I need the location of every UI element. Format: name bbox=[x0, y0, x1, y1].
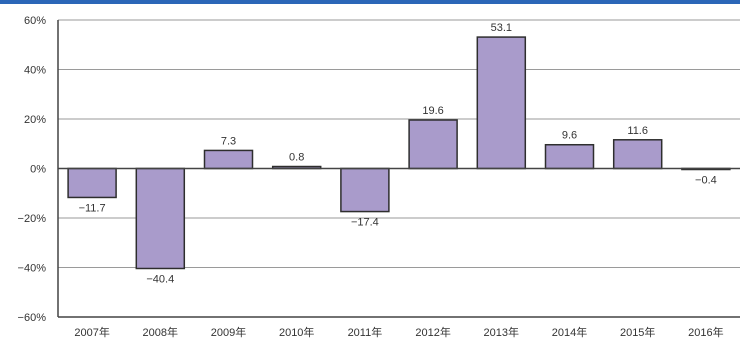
bar bbox=[476, 36, 527, 170]
y-tick-label: −40% bbox=[18, 263, 47, 275]
data-label: 7.3 bbox=[221, 135, 236, 147]
y-tick-label: −20% bbox=[18, 213, 47, 225]
data-label: 19.6 bbox=[422, 105, 443, 117]
data-label: −17.4 bbox=[351, 217, 379, 229]
bar bbox=[408, 119, 458, 170]
x-tick-label: 2009年 bbox=[211, 325, 246, 339]
x-tick-label: 2014年 bbox=[552, 325, 587, 339]
data-label: 11.6 bbox=[627, 125, 648, 137]
bar bbox=[544, 143, 595, 170]
y-tick-label: 20% bbox=[24, 114, 46, 126]
bar bbox=[67, 167, 117, 199]
x-tick-label: 2013年 bbox=[484, 325, 519, 339]
data-label: −40.4 bbox=[146, 273, 174, 285]
x-tick-label: 2016年 bbox=[688, 325, 723, 339]
y-tick-label: 0% bbox=[30, 164, 46, 176]
data-label: 53.1 bbox=[491, 22, 512, 34]
data-label: 9.6 bbox=[562, 130, 577, 142]
x-tick-label: 2007年 bbox=[74, 325, 109, 339]
data-label: −11.7 bbox=[79, 202, 106, 214]
bars-layer bbox=[67, 36, 731, 270]
x-tick-label: 2012年 bbox=[415, 325, 450, 339]
labels-layer: −11.7 −40.4 7.3 0.8 −17.4 19.6 53.1 9.6 11.6 −0.4 bbox=[79, 22, 717, 285]
bar bbox=[203, 149, 254, 170]
bar bbox=[135, 167, 186, 270]
axis-layer: 60% 40% 20% 0% −20% −40% −60% 2007年 2008年 2009年 20… bbox=[18, 15, 740, 339]
x-tick-label: 2010年 bbox=[279, 325, 314, 339]
x-tick-label: 2008年 bbox=[143, 325, 178, 339]
data-label: 0.8 bbox=[289, 152, 304, 164]
top-border bbox=[0, 0, 740, 4]
y-tick-label: 40% bbox=[24, 65, 46, 77]
bar bbox=[340, 167, 390, 213]
y-tick-label: −60% bbox=[18, 312, 47, 324]
y-tick-label: 60% bbox=[24, 15, 46, 27]
data-label: −0.4 bbox=[695, 174, 717, 186]
x-tick-label: 2015年 bbox=[620, 325, 655, 339]
bar bbox=[612, 139, 663, 170]
x-tick-label: 2011年 bbox=[348, 325, 383, 339]
